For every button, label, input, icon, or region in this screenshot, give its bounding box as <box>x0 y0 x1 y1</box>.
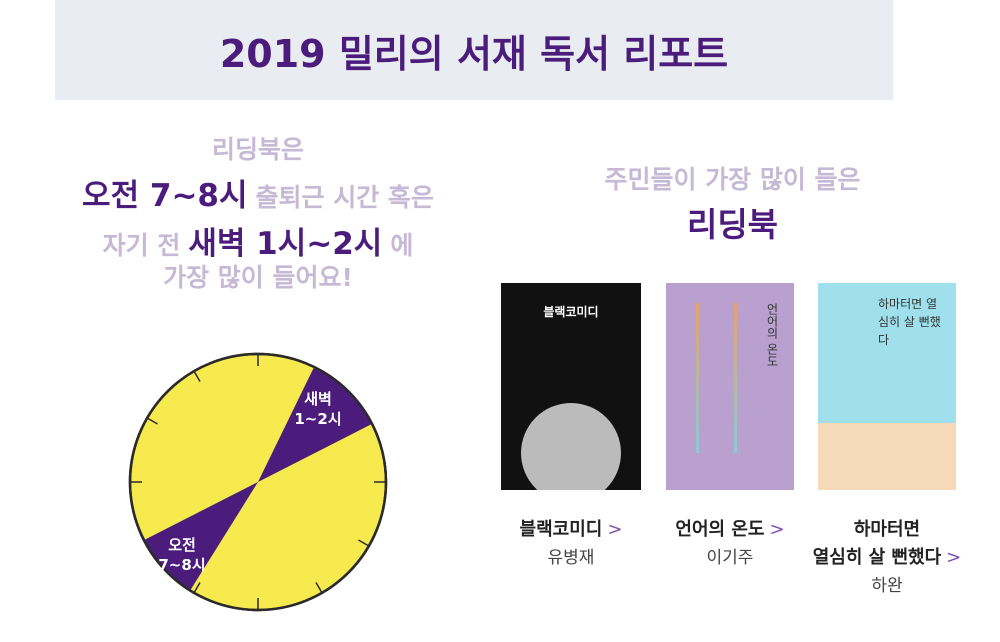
right-heading-strong: 리딩북 <box>686 205 779 244</box>
book-title-text: 하마터면 <box>853 519 921 540</box>
text: 출퇴근 시간 혹은 <box>255 183 434 212</box>
clock-rim <box>128 352 388 612</box>
right-heading: 주민들이 가장 많이 들은 <box>604 165 861 194</box>
text: 리딩북은 <box>211 135 304 164</box>
arrow[interactable]: > <box>607 519 623 540</box>
wedge-morning <box>143 482 258 591</box>
book-title-text: 블랙코미디 <box>519 519 603 540</box>
cover-title: 하마터면 열심히 살 뻔했다 <box>878 297 941 347</box>
wedge-night <box>258 366 373 482</box>
text-line: 가장 많이 들어요! <box>40 258 476 294</box>
title: 2019 밀리의 서재 독서 리포트 <box>219 31 729 76</box>
text-line: 오전 7~8시 출퇴근 시간 혹은 <box>40 170 476 215</box>
book-title: 열심히 살 뻔했다 > <box>802 543 972 569</box>
clock-tick <box>358 539 370 547</box>
text-line: 자기 전 새벽 1시~2시 에 <box>40 218 476 263</box>
book-author: 하완 <box>871 576 903 596</box>
book-title-text: 열심히 살 뻔했다 <box>812 547 942 568</box>
cover-title: 언어의 온도 <box>765 303 779 367</box>
text: 에 <box>390 231 414 260</box>
text: 가장 많이 들어요! <box>163 263 353 292</box>
clock-label: 7~8시 <box>158 556 205 574</box>
cover-art <box>818 423 956 490</box>
text: 자기 전 <box>102 231 181 260</box>
clock-tick <box>193 582 201 594</box>
highlight: 새벽 1시~2시 <box>188 226 383 262</box>
cover-art <box>734 303 737 453</box>
clock-tick <box>193 370 201 382</box>
cover-art <box>521 403 621 490</box>
cover-art <box>696 303 699 453</box>
book-title-text: 언어의 온도 <box>675 519 765 540</box>
cover-title: 블랙코미디 <box>543 305 599 319</box>
book-title: 블랙코미디 > <box>486 515 656 541</box>
book-author: 유병재 <box>547 548 595 568</box>
header: 2019 밀리의 서재 독서 리포트 <box>55 0 893 100</box>
book-cover: 블랙코미디 <box>501 283 641 490</box>
clock-label: 새벽 <box>304 390 332 408</box>
clock-label: 오전 <box>168 536 196 554</box>
book-title: 하마터면 <box>802 515 972 541</box>
book-author: 이기주 <box>706 548 754 568</box>
book-cover: 하마터면 열심히 살 뻔했다 <box>818 283 956 490</box>
book-title: 언어의 온도 > <box>645 515 815 541</box>
arrow[interactable]: > <box>946 547 962 568</box>
book-cover: 언어의 온도 <box>666 283 794 490</box>
text-line: 리딩북은 <box>40 130 476 166</box>
highlight: 오전 7~8시 <box>82 178 248 214</box>
clock-tick <box>315 582 323 594</box>
clock-tick <box>146 417 158 425</box>
arrow[interactable]: > <box>769 519 785 540</box>
clock: 새벽 1~2시 오전 7~8시 <box>128 352 388 612</box>
clock-label: 1~2시 <box>294 410 341 428</box>
